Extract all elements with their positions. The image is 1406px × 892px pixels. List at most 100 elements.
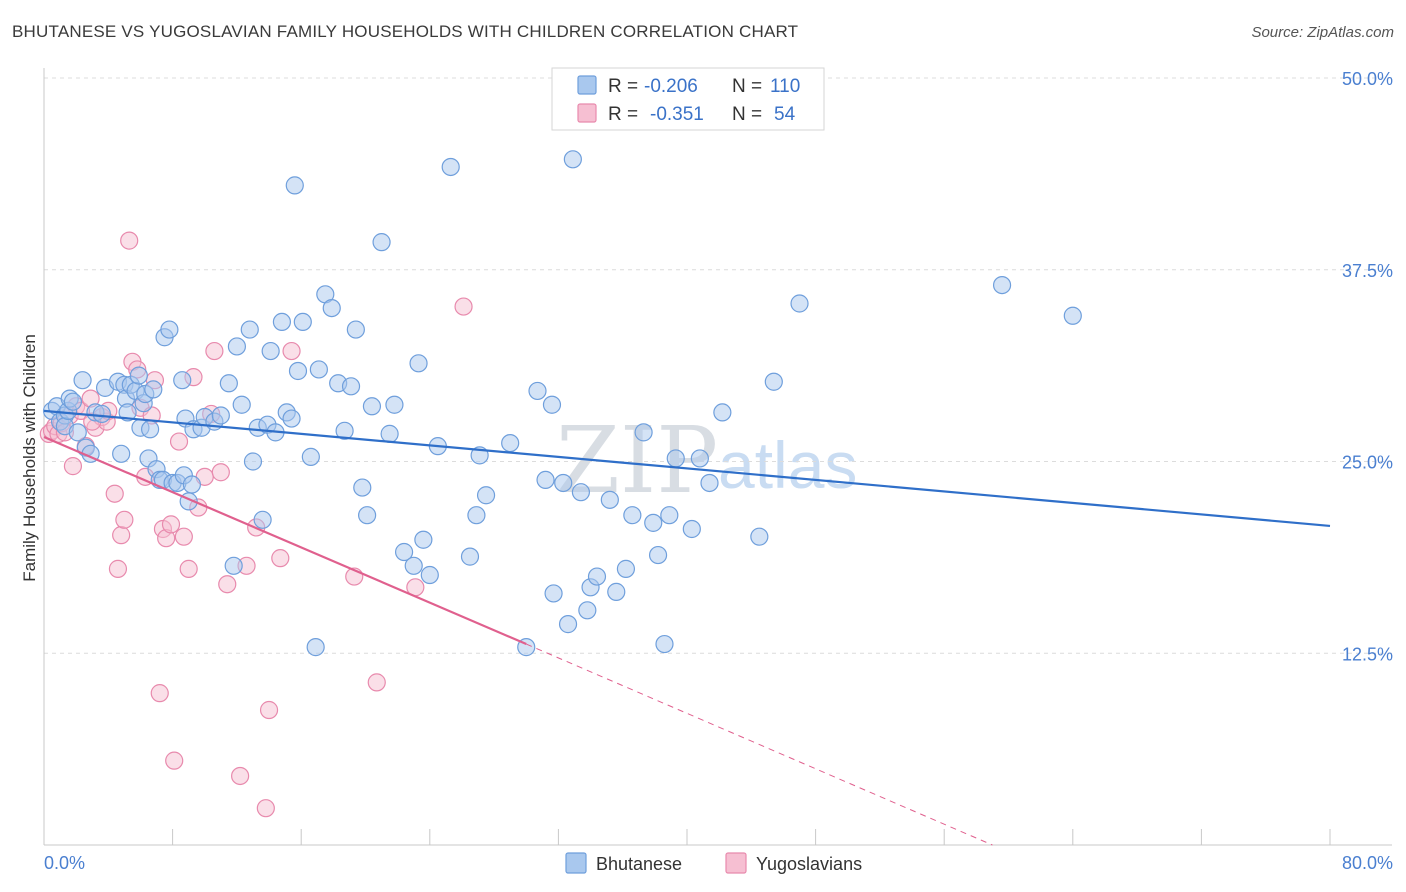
y-tick-label-0: 12.5% [1342,644,1393,664]
y-tick-label-2: 37.5% [1342,261,1393,281]
bhutanese-point-63 [301,447,320,466]
legend-r-label-yugoslavians: R = [608,104,638,125]
bhutanese-point-108 [648,545,668,565]
yugoslavians-point-27 [150,684,169,703]
bhutanese-point-76 [380,424,399,443]
yugoslavians-point-17 [108,559,128,578]
yugoslavians-point-34 [179,559,198,578]
bhutanese-point-16 [112,444,131,463]
legend-n-value-yugoslavians: 54 [774,104,796,125]
bhutanese-point-112 [682,519,701,539]
yugoslavians-point-40 [211,463,230,482]
y-tick-labels: 12.5% 25.0% 37.5% 50.0% [1342,69,1393,664]
bhutanese-point-7 [63,392,83,411]
bhutanese-point-59 [282,409,301,428]
bhutanese-point-38 [182,475,201,494]
x-tick-label-0: 0.0% [44,853,85,873]
y-tick-label-3: 50.0% [1342,69,1393,89]
watermark-atlas: atlas [718,428,857,502]
yugoslavians-point-52 [454,297,473,316]
yugoslavians-point-48 [282,341,301,361]
yugoslavians-point-42 [231,766,250,786]
bhutanese-point-51 [243,452,263,471]
yugoslavians-point-16 [105,484,124,503]
stats-legend: R = -0.206 N = 110 R = -0.351 N = 54 [551,67,825,131]
y-tick-label-1: 25.0% [1342,453,1393,473]
bhutanese-point-103 [607,582,626,601]
bhutanese-point-47 [219,374,238,393]
stats-legend-box [551,67,825,131]
yugoslavians-point-32 [169,432,189,451]
series-legend-label-yugoslavians: Yugoslavians [756,854,862,874]
yugoslavians-point-45 [256,799,275,818]
bhutanese-point-107 [644,513,663,532]
series-legend: Bhutanese Yugoslavians [565,852,862,874]
bhutanese-trend-line [43,409,1331,528]
bhutanese-point-109 [655,634,674,654]
bhutanese-point-99 [578,601,597,620]
bhutanese-point-50 [240,320,259,339]
bhutanese-point-92 [536,470,555,490]
bhutanese-point-49 [232,395,251,414]
bhutanese-point-48 [227,337,246,356]
bhutanese-points [42,150,1082,657]
bhutanese-point-88 [476,486,496,505]
yugoslavians-trend-line [43,435,527,646]
bhutanese-point-33 [160,320,179,339]
bhutanese-point-71 [346,320,365,339]
bhutanese-point-45 [211,406,230,425]
bhutanese-point-98 [571,483,591,502]
bhutanese-point-94 [544,584,563,603]
yugoslavians-point-41 [218,575,237,594]
yugoslavians-point-33 [174,527,193,546]
bhutanese-point-69 [335,421,354,440]
bhutanese-point-79 [404,556,423,575]
bhutanese-point-113 [690,449,709,468]
bhutanese-point-117 [764,372,783,391]
bhutanese-point-64 [306,638,325,657]
bhutanese-point-89 [501,433,520,453]
yugoslavians-point-47 [271,549,290,568]
bhutanese-point-110 [660,506,679,525]
bhutanese-point-85 [460,547,480,566]
trend-lines [43,409,1331,846]
yugoslavians-point-20 [120,231,139,250]
bhutanese-point-67 [322,299,341,318]
bhutanese-point-86 [467,506,486,525]
bhutanese-point-74 [362,397,382,416]
bhutanese-point-22 [129,366,148,385]
source-credit: Source: ZipAtlas.com [1251,24,1394,41]
legend-n-label-bhutanese: N = [732,76,762,97]
bhutanese-point-13 [92,404,111,424]
bhutanese-point-57 [272,312,292,332]
y-axis-label: Family Households with Children [20,334,39,582]
bhutanese-point-73 [358,506,377,525]
series-legend-swatch-yugoslavians [725,852,747,874]
bhutanese-point-118 [790,294,809,313]
legend-r-value-bhutanese: -0.206 [644,76,698,97]
yugoslavians-point-39 [205,341,224,361]
bhutanese-point-27 [140,420,160,439]
legend-r-label-bhutanese: R = [608,76,638,97]
bhutanese-point-105 [623,506,642,525]
bhutanese-point-28 [144,380,163,399]
yugoslavians-point-18 [112,526,131,545]
bhutanese-point-104 [616,559,636,578]
bhutanese-point-8 [68,423,87,442]
bhutanese-point-77 [385,395,404,414]
series-legend-label-bhutanese: Bhutanese [596,854,682,874]
yugoslavians-trend-extension [526,643,993,846]
yugoslavians-point-31 [165,751,184,770]
x-tick-labels: 0.0% 80.0% [44,853,1393,873]
bhutanese-point-40 [173,371,192,390]
yugoslavians-point-50 [367,673,386,692]
bhutanese-point-91 [528,381,547,401]
bhutanese-point-62 [293,312,312,332]
bhutanese-point-46 [224,556,243,575]
legend-n-label-yugoslavians: N = [732,104,762,125]
bhutanese-point-120 [1063,306,1082,325]
bhutanese-point-101 [587,567,607,586]
bhutanese-point-82 [420,565,439,585]
bhutanese-point-70 [341,377,361,396]
